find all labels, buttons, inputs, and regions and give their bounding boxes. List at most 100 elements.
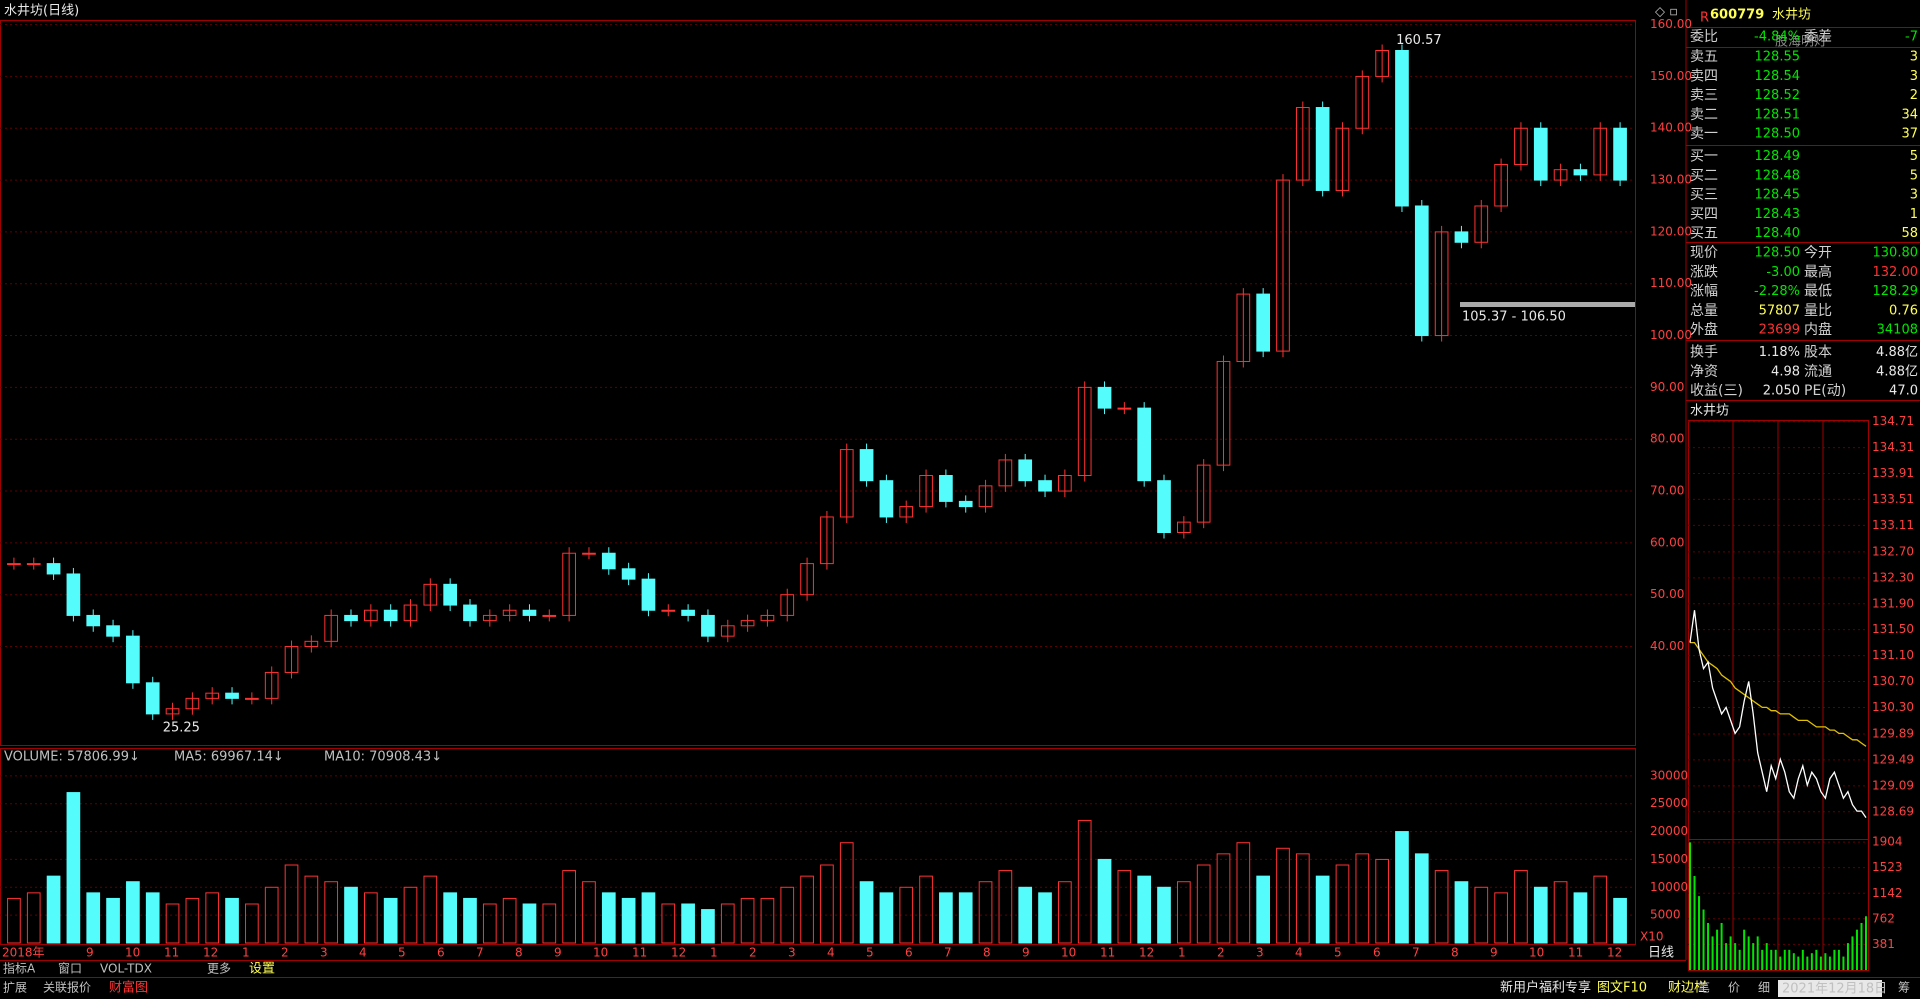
quote-label: 流通: [1804, 364, 1832, 380]
x-tick-label: 2018年: [2, 946, 45, 960]
x-tick-label: 5: [1334, 946, 1342, 960]
candle-body: [1514, 127, 1528, 166]
quote-label: 最低: [1804, 284, 1832, 300]
toolbar-tab[interactable]: 设置: [249, 962, 275, 977]
toolbar-tab[interactable]: 指标A: [3, 961, 36, 976]
x-tick-label: 4: [1295, 946, 1303, 960]
intraday-title: 水井坊: [1690, 404, 1729, 419]
status-tab[interactable]: 价: [1728, 981, 1740, 995]
x-tick-label: 11: [632, 946, 647, 960]
quote-volume: 2: [1910, 88, 1918, 103]
toolbar-tab[interactable]: 窗口: [58, 962, 82, 976]
volume-bar: [978, 881, 993, 944]
volume-bar: [443, 892, 458, 944]
toolbar-tab[interactable]: 更多: [207, 962, 231, 976]
quote-value: 128.43: [1755, 207, 1801, 222]
volume-bar: [562, 870, 576, 944]
quote-value: 128.45: [1755, 188, 1801, 203]
candle-body: [1256, 293, 1271, 352]
x-tick-label: 1: [710, 946, 718, 960]
y-tick-label: 100.00: [1650, 328, 1692, 342]
x-tick-label: 11: [1100, 946, 1115, 960]
status-link[interactable]: 新用户福利专享: [1500, 980, 1591, 996]
quote-volume: 34: [1901, 107, 1918, 122]
y-tick-label: 762: [1872, 911, 1895, 925]
y-tick-label: 1904: [1872, 835, 1903, 849]
x-tick-label: 7: [1412, 946, 1420, 960]
volume-bar: [1236, 842, 1251, 944]
candle-body: [284, 646, 299, 673]
candle-body: [66, 573, 81, 616]
volume-bar: [641, 892, 656, 944]
quote-label: 买四: [1690, 206, 1718, 222]
candle-body: [1414, 205, 1429, 337]
y-tick-label: 110.00: [1650, 276, 1692, 290]
r-flag: R: [1700, 11, 1709, 26]
volume-bar: [423, 875, 438, 944]
candle-body: [1117, 407, 1132, 410]
candle-body: [225, 692, 239, 699]
candle-body: [1573, 169, 1588, 176]
price-panel: [0, 20, 1636, 746]
y-tick-label: 160.00: [1650, 17, 1692, 31]
quote-volume: 37: [1901, 127, 1918, 142]
candle-body: [1236, 293, 1251, 362]
y-tick-label: 15000: [1650, 852, 1688, 866]
status-link[interactable]: 图文F10: [1597, 981, 1647, 996]
candle-body: [383, 609, 398, 622]
candle-body: [562, 552, 576, 616]
quote-label: 卖一: [1690, 126, 1718, 142]
candle-body: [165, 708, 180, 715]
candle-body: [145, 682, 160, 715]
quote-label: 现价: [1690, 245, 1718, 261]
quote-label: 买一: [1690, 149, 1718, 165]
volume-bar: [1018, 886, 1033, 944]
x-tick-label: 3: [788, 946, 796, 960]
y-tick-label: 1142: [1872, 886, 1903, 900]
candle-body: [126, 635, 140, 684]
volume-bar: [1077, 819, 1092, 944]
volume-bar: [681, 903, 695, 944]
toolbar-tab[interactable]: VOL-TDX: [100, 962, 152, 976]
volume-bar: [363, 892, 378, 944]
candle-body: [106, 625, 120, 637]
candle-body: [1355, 75, 1370, 129]
candle-body: [780, 594, 795, 616]
candle-body: [1216, 360, 1231, 466]
window-button[interactable]: ◇ ▫: [1655, 5, 1678, 20]
candle-body: [1593, 127, 1608, 176]
volume-bar: [1553, 881, 1568, 944]
quote-value: 4.88亿: [1876, 364, 1918, 379]
status-tab[interactable]: 筹: [1898, 981, 1910, 995]
status-tab[interactable]: 细: [1758, 981, 1770, 995]
high-label: 160.57: [1396, 33, 1442, 48]
volume-bar: [145, 892, 160, 944]
quote-value: 0.76: [1889, 303, 1918, 318]
quote-label: 涨幅: [1690, 284, 1718, 300]
status-tab[interactable]: 笔: [1698, 980, 1710, 995]
volume-bar: [1058, 881, 1072, 944]
candle-body: [344, 614, 358, 622]
volume-bar: [1276, 847, 1290, 944]
status-tab[interactable]: 扩展: [3, 981, 27, 995]
volume-bar: [740, 897, 755, 944]
status-tab[interactable]: 关联报价: [43, 980, 91, 995]
candle-body: [46, 563, 61, 575]
status-link[interactable]: 财边栏: [1668, 981, 1707, 996]
volume-bar: [1196, 864, 1211, 944]
candle-body: [1295, 107, 1310, 181]
quote-volume: 3: [1910, 69, 1918, 84]
quote-volume: 5: [1910, 149, 1918, 164]
quote-volume: 3: [1910, 50, 1918, 65]
y-tick-label: 130.70: [1872, 674, 1914, 688]
candle-body: [978, 485, 993, 508]
y-tick-label: 130.00: [1650, 173, 1692, 187]
candle-body: [502, 609, 517, 616]
status-tab[interactable]: 财富图: [109, 980, 148, 996]
price-line: [1689, 610, 1867, 818]
quote-value: 128.55: [1755, 50, 1801, 65]
x-tick-label: 10: [1061, 946, 1076, 960]
y-tick-label: 129.09: [1872, 778, 1914, 792]
volume-bar: [899, 886, 914, 944]
